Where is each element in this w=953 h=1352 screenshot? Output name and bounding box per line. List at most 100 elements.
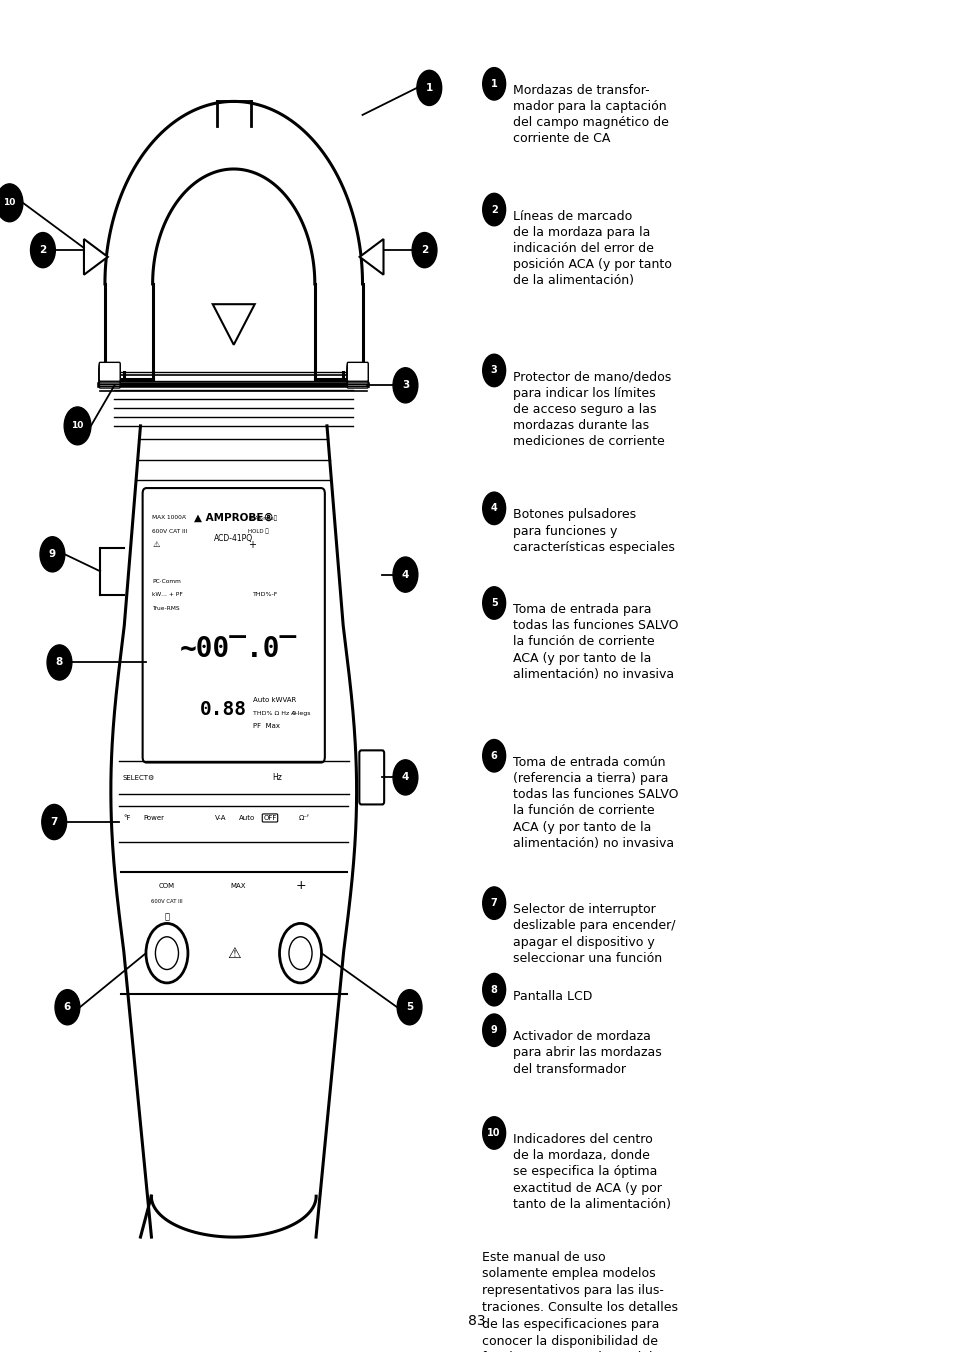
Text: 8: 8	[490, 984, 497, 995]
Text: 600V CAT III: 600V CAT III	[151, 899, 183, 904]
Text: Toma de entrada común
(referencia a tierra) para
todas las funciones SALVO
la fu: Toma de entrada común (referencia a tier…	[513, 756, 678, 850]
Circle shape	[482, 973, 505, 1006]
Circle shape	[482, 587, 505, 619]
Text: Protector de mano/dedos
para indicar los límites
de acceso seguro a las
mordazas: Protector de mano/dedos para indicar los…	[513, 370, 671, 449]
Text: 9: 9	[49, 549, 56, 560]
Text: 2: 2	[420, 245, 428, 256]
Text: 600V CAT III: 600V CAT III	[152, 529, 187, 534]
Text: +: +	[294, 879, 306, 892]
Polygon shape	[359, 239, 383, 274]
FancyBboxPatch shape	[347, 369, 368, 388]
Text: °F: °F	[123, 815, 131, 821]
FancyBboxPatch shape	[99, 362, 120, 381]
Text: -0: -0	[291, 711, 296, 717]
FancyBboxPatch shape	[359, 750, 384, 804]
Circle shape	[279, 923, 321, 983]
Text: THD% Ω Hz A-legs: THD% Ω Hz A-legs	[253, 711, 310, 717]
Circle shape	[0, 184, 23, 222]
Circle shape	[393, 368, 417, 403]
Text: Auto: Auto	[238, 815, 254, 821]
Text: Mordazas de transfor-
mador para la captación
del campo magnético de
corriente d: Mordazas de transfor- mador para la capt…	[513, 84, 668, 146]
Circle shape	[482, 1117, 505, 1149]
Text: 2: 2	[39, 245, 47, 256]
Text: PEAK-rms⓭: PEAK-rms⓭	[248, 515, 276, 521]
FancyBboxPatch shape	[347, 368, 368, 387]
Text: 0.88: 0.88	[200, 700, 247, 719]
Text: ⌖: ⌖	[164, 913, 170, 921]
Text: Power: Power	[143, 815, 164, 821]
Polygon shape	[213, 304, 254, 345]
Text: 1: 1	[425, 82, 433, 93]
Text: 6: 6	[64, 1002, 71, 1013]
Text: Selector de interruptor
deslizable para encender/
apagar el dispositivo y
selecc: Selector de interruptor deslizable para …	[513, 903, 675, 965]
Circle shape	[146, 923, 188, 983]
Text: Toma de entrada para
todas las funciones SALVO
la función de corriente
ACA (y po: Toma de entrada para todas las funciones…	[513, 603, 678, 681]
Text: Hz: Hz	[272, 773, 281, 781]
Text: 2: 2	[490, 204, 497, 215]
Circle shape	[482, 1014, 505, 1046]
FancyBboxPatch shape	[347, 365, 368, 384]
Text: True-RMS: True-RMS	[152, 606, 179, 611]
Text: MAX: MAX	[231, 883, 246, 888]
FancyBboxPatch shape	[99, 369, 120, 388]
Circle shape	[42, 804, 67, 840]
Circle shape	[482, 68, 505, 100]
Text: Auto kWVAR: Auto kWVAR	[253, 698, 295, 703]
Text: OFF: OFF	[263, 815, 276, 821]
Circle shape	[482, 354, 505, 387]
Text: 83: 83	[468, 1314, 485, 1328]
Polygon shape	[84, 239, 108, 274]
Text: Este manual de uso
solamente emplea modelos
representativos para las ilus-
traci: Este manual de uso solamente emplea mode…	[481, 1251, 677, 1352]
Circle shape	[30, 233, 55, 268]
Text: 4: 4	[401, 772, 409, 783]
Circle shape	[393, 557, 417, 592]
Circle shape	[416, 70, 441, 105]
Circle shape	[47, 645, 71, 680]
Polygon shape	[111, 426, 356, 1237]
FancyBboxPatch shape	[347, 362, 368, 381]
Circle shape	[482, 740, 505, 772]
Text: 10: 10	[71, 422, 84, 430]
Text: HOLD ⓭: HOLD ⓭	[248, 529, 269, 534]
Circle shape	[289, 937, 312, 969]
Text: 6: 6	[490, 750, 497, 761]
Text: ACD-41PQ: ACD-41PQ	[213, 534, 253, 542]
Text: 1: 1	[490, 78, 497, 89]
FancyBboxPatch shape	[99, 365, 120, 384]
Text: 7: 7	[51, 817, 58, 827]
Text: COM: COM	[159, 883, 174, 888]
Text: PC·Comm: PC·Comm	[152, 579, 181, 584]
Circle shape	[40, 537, 65, 572]
Circle shape	[393, 760, 417, 795]
Text: V-A: V-A	[214, 815, 226, 821]
Circle shape	[55, 990, 80, 1025]
FancyBboxPatch shape	[99, 364, 120, 383]
FancyBboxPatch shape	[347, 364, 368, 383]
Text: 10: 10	[4, 199, 15, 207]
Text: ⚠: ⚠	[227, 945, 240, 961]
Text: 9: 9	[490, 1025, 497, 1036]
Text: 4: 4	[490, 503, 497, 514]
Text: kW… + PF: kW… + PF	[152, 592, 183, 598]
Text: 5: 5	[490, 598, 497, 608]
Text: PF  Max: PF Max	[253, 723, 279, 729]
Text: Pantalla LCD: Pantalla LCD	[513, 990, 592, 1003]
Text: 3: 3	[401, 380, 409, 391]
Text: ⚠: ⚠	[152, 541, 159, 549]
Circle shape	[396, 990, 421, 1025]
Text: ▲ AMPROBE®: ▲ AMPROBE®	[193, 512, 274, 523]
Circle shape	[412, 233, 436, 268]
Text: Indicadores del centro
de la mordaza, donde
se especifica la óptima
exactitud de: Indicadores del centro de la mordaza, do…	[513, 1133, 671, 1211]
Text: ~00̅.0̅: ~00̅.0̅	[180, 635, 296, 662]
Text: 8: 8	[56, 657, 63, 668]
Circle shape	[482, 887, 505, 919]
Text: Ω⁻ᶠ: Ω⁻ᶠ	[298, 815, 310, 821]
Text: SELECT⚙: SELECT⚙	[122, 775, 154, 780]
FancyBboxPatch shape	[99, 368, 120, 387]
Text: Líneas de marcado
de la mordaza para la
indicación del error de
posición ACA (y : Líneas de marcado de la mordaza para la …	[513, 210, 672, 288]
Circle shape	[155, 937, 178, 969]
Circle shape	[482, 193, 505, 226]
Text: Botones pulsadores
para funciones y
características especiales: Botones pulsadores para funciones y cara…	[513, 508, 675, 554]
Text: 4: 4	[401, 569, 409, 580]
Text: 7: 7	[490, 898, 497, 909]
